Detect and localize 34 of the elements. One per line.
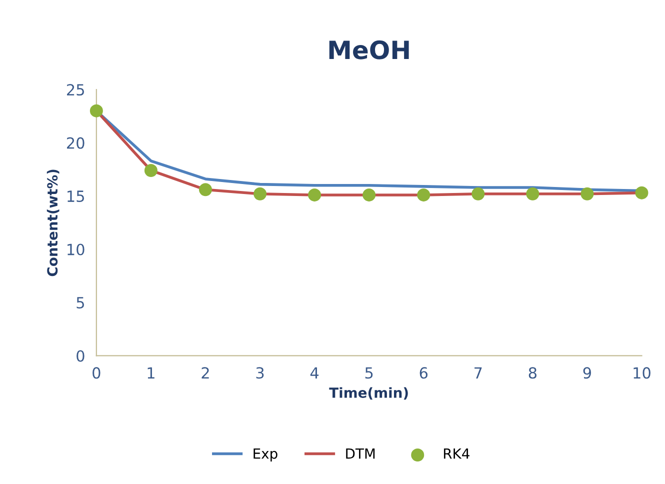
point [308,188,322,202]
x-tick-label: 6 [420,367,428,379]
legend-label: RK4 [444,448,470,459]
x-tick-label: 9 [583,367,591,379]
y-tick-label: 0 [76,350,84,362]
x-tick-label: 1 [148,367,154,378]
point [472,187,485,200]
point [526,187,540,200]
point [254,187,267,200]
point [198,183,212,196]
legend-label: Exp [254,448,278,462]
x-tick-label: 2 [202,367,209,378]
x-tick-label: 0 [92,367,100,379]
y-tick-label: 25 [66,84,84,96]
point [417,188,430,202]
x-tick-label: 7 [474,367,482,378]
y-tick-label: 15 [68,190,84,202]
x-tick-label: 5 [365,367,373,379]
point [90,104,103,118]
x-tick-label: 8 [528,367,536,379]
y-tick-label: 20 [66,137,84,149]
legend-label: DTM [346,448,375,459]
point [580,187,594,200]
chart-title: MeOH [329,40,409,60]
point [635,186,648,200]
point [362,188,376,202]
x-tick-label: 10 [634,367,650,379]
y-axis-title: Content(wt%) [46,170,60,276]
x-tick-label: 4 [310,367,319,378]
y-tick-label: 5 [76,297,84,309]
x-tick-label: 3 [256,367,264,379]
point [144,164,158,177]
x-axis-title: Time(min) [329,387,408,400]
y-tick-label: 10 [68,244,84,256]
